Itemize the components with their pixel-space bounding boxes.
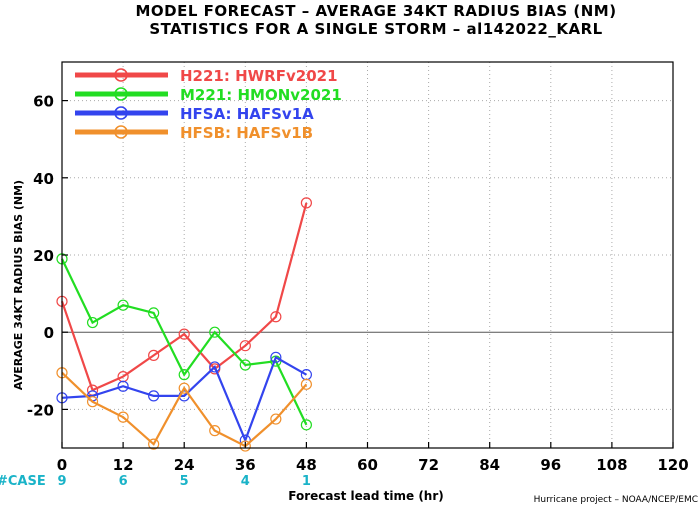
x-tick-label: 12 (113, 456, 134, 474)
legend-entry: M221: HMONv2021 (75, 86, 342, 104)
data-point (178, 369, 190, 381)
data-point (178, 328, 190, 340)
data-point (148, 349, 160, 361)
y-tick-label: 0 (44, 324, 54, 342)
x-tick-label: 60 (357, 456, 378, 474)
case-count: 6 (119, 474, 128, 489)
data-point (86, 316, 99, 329)
x-tick-label: 108 (596, 456, 627, 474)
case-label: #CASE (0, 474, 46, 489)
case-counts: 9 6 5 4 1 (57, 474, 310, 489)
legend-entry: HFSA: HAFSv1A (75, 105, 314, 123)
x-tick-label: 0 (57, 456, 67, 474)
data-point (148, 438, 160, 450)
legend-label: H221: HWRFv2021 (180, 67, 338, 85)
data-point (300, 378, 312, 390)
data-point (270, 311, 282, 323)
data-point (209, 361, 221, 373)
data-point (270, 351, 282, 363)
data-point (239, 440, 251, 452)
x-axis: 0 12 24 36 48 60 72 84 96 108 120 (57, 442, 689, 474)
y-tick-label: 60 (33, 93, 54, 111)
series-line (61, 355, 307, 444)
case-count: 4 (241, 474, 250, 489)
chart-title: MODEL FORECAST – AVERAGE 34KT RADIUS BIA… (135, 2, 616, 20)
x-tick-label: 72 (418, 456, 439, 474)
x-tick-label: 96 (540, 456, 561, 474)
data-point (86, 396, 99, 408)
data-point (270, 413, 282, 425)
case-count: 9 (57, 474, 66, 489)
x-tick-label: 84 (479, 456, 500, 474)
x-tick-label: 48 (296, 456, 317, 474)
legend-entry: HFSB: HAFSv1B (75, 124, 313, 142)
data-point (239, 359, 251, 371)
data-point (148, 390, 160, 402)
y-axis: -20 0 20 40 60 (27, 93, 68, 419)
series-line (61, 258, 308, 426)
series-line (61, 371, 308, 448)
x-tick-label: 24 (174, 456, 195, 474)
data-point (117, 299, 129, 311)
legend-swatch-marker (114, 125, 128, 139)
case-count: 5 (180, 474, 189, 489)
data-point (178, 382, 190, 394)
x-tick-label: 120 (657, 456, 688, 474)
grid (62, 62, 673, 448)
data-point (148, 307, 160, 319)
legend-label: HFSA: HAFSv1A (180, 105, 314, 123)
series-0 (56, 197, 312, 396)
legend-swatch-marker (114, 106, 128, 120)
data-point (300, 197, 312, 209)
legend-label: HFSB: HAFSv1B (180, 124, 313, 142)
x-axis-label: Forecast lead time (hr) (288, 489, 444, 503)
legend-swatch-marker (114, 87, 128, 101)
legend-entry: H221: HWRFv2021 (75, 67, 338, 85)
series-line (60, 202, 308, 392)
data-point (209, 326, 221, 338)
data-point (239, 340, 251, 352)
chart-subtitle: STATISTICS FOR A SINGLE STORM – al142022… (149, 20, 602, 38)
series-3 (56, 367, 312, 452)
legend-label: M221: HMONv2021 (180, 86, 342, 104)
case-count: 1 (302, 474, 311, 489)
y-tick-label: 40 (33, 170, 54, 188)
data-point (117, 380, 129, 392)
data-point (300, 419, 312, 431)
y-tick-label: -20 (27, 401, 54, 419)
data-point (117, 411, 129, 423)
legend-swatch-marker (114, 68, 128, 82)
y-axis-label: AVERAGE 34KT RADIUS BIAS (NM) (12, 180, 25, 390)
data-point (209, 425, 221, 437)
x-tick-label: 36 (235, 456, 256, 474)
y-tick-label: 20 (33, 247, 54, 265)
series-layer (56, 197, 312, 452)
credit-text: Hurricane project – NOAA/NCEP/EMC (534, 495, 698, 505)
